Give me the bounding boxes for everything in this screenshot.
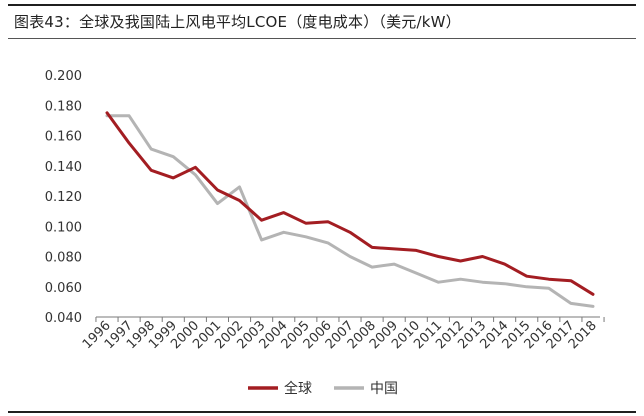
series-line-global [105,111,595,296]
y-tick-label: 0.120 [45,190,82,205]
y-axis: 0.200 0.180 0.160 0.140 0.120 0.100 0.080 0.060… [45,69,82,326]
y-tick-label: 0.200 [45,69,82,84]
y-tick-label: 0.060 [45,281,82,296]
title-bottom-rule [8,38,636,39]
legend-label-china: 中国 [370,381,398,397]
y-tick-label: 0.160 [45,130,82,145]
bottom-rule [8,411,636,413]
y-tick-label: 0.040 [45,311,82,326]
legend: 全球 中国 [248,380,398,397]
y-tick-label: 0.180 [45,99,82,114]
y-tick-label: 0.140 [45,160,82,175]
y-tick-label: 0.080 [45,251,82,266]
x-axis: 1996199719981999200020012002200320042005… [80,316,605,352]
chart-title-bar: 图表43：全球及我国陆上风电平均LCOE（度电成本）（美元/kW） [0,0,644,40]
chart-title: 图表43：全球及我国陆上风电平均LCOE（度电成本）（美元/kW） [14,13,461,31]
y-tick-label: 0.100 [45,220,82,235]
title-top-rule [8,4,636,6]
series-group [105,111,595,308]
legend-label-global: 全球 [284,380,312,397]
series-line-china [105,114,595,308]
